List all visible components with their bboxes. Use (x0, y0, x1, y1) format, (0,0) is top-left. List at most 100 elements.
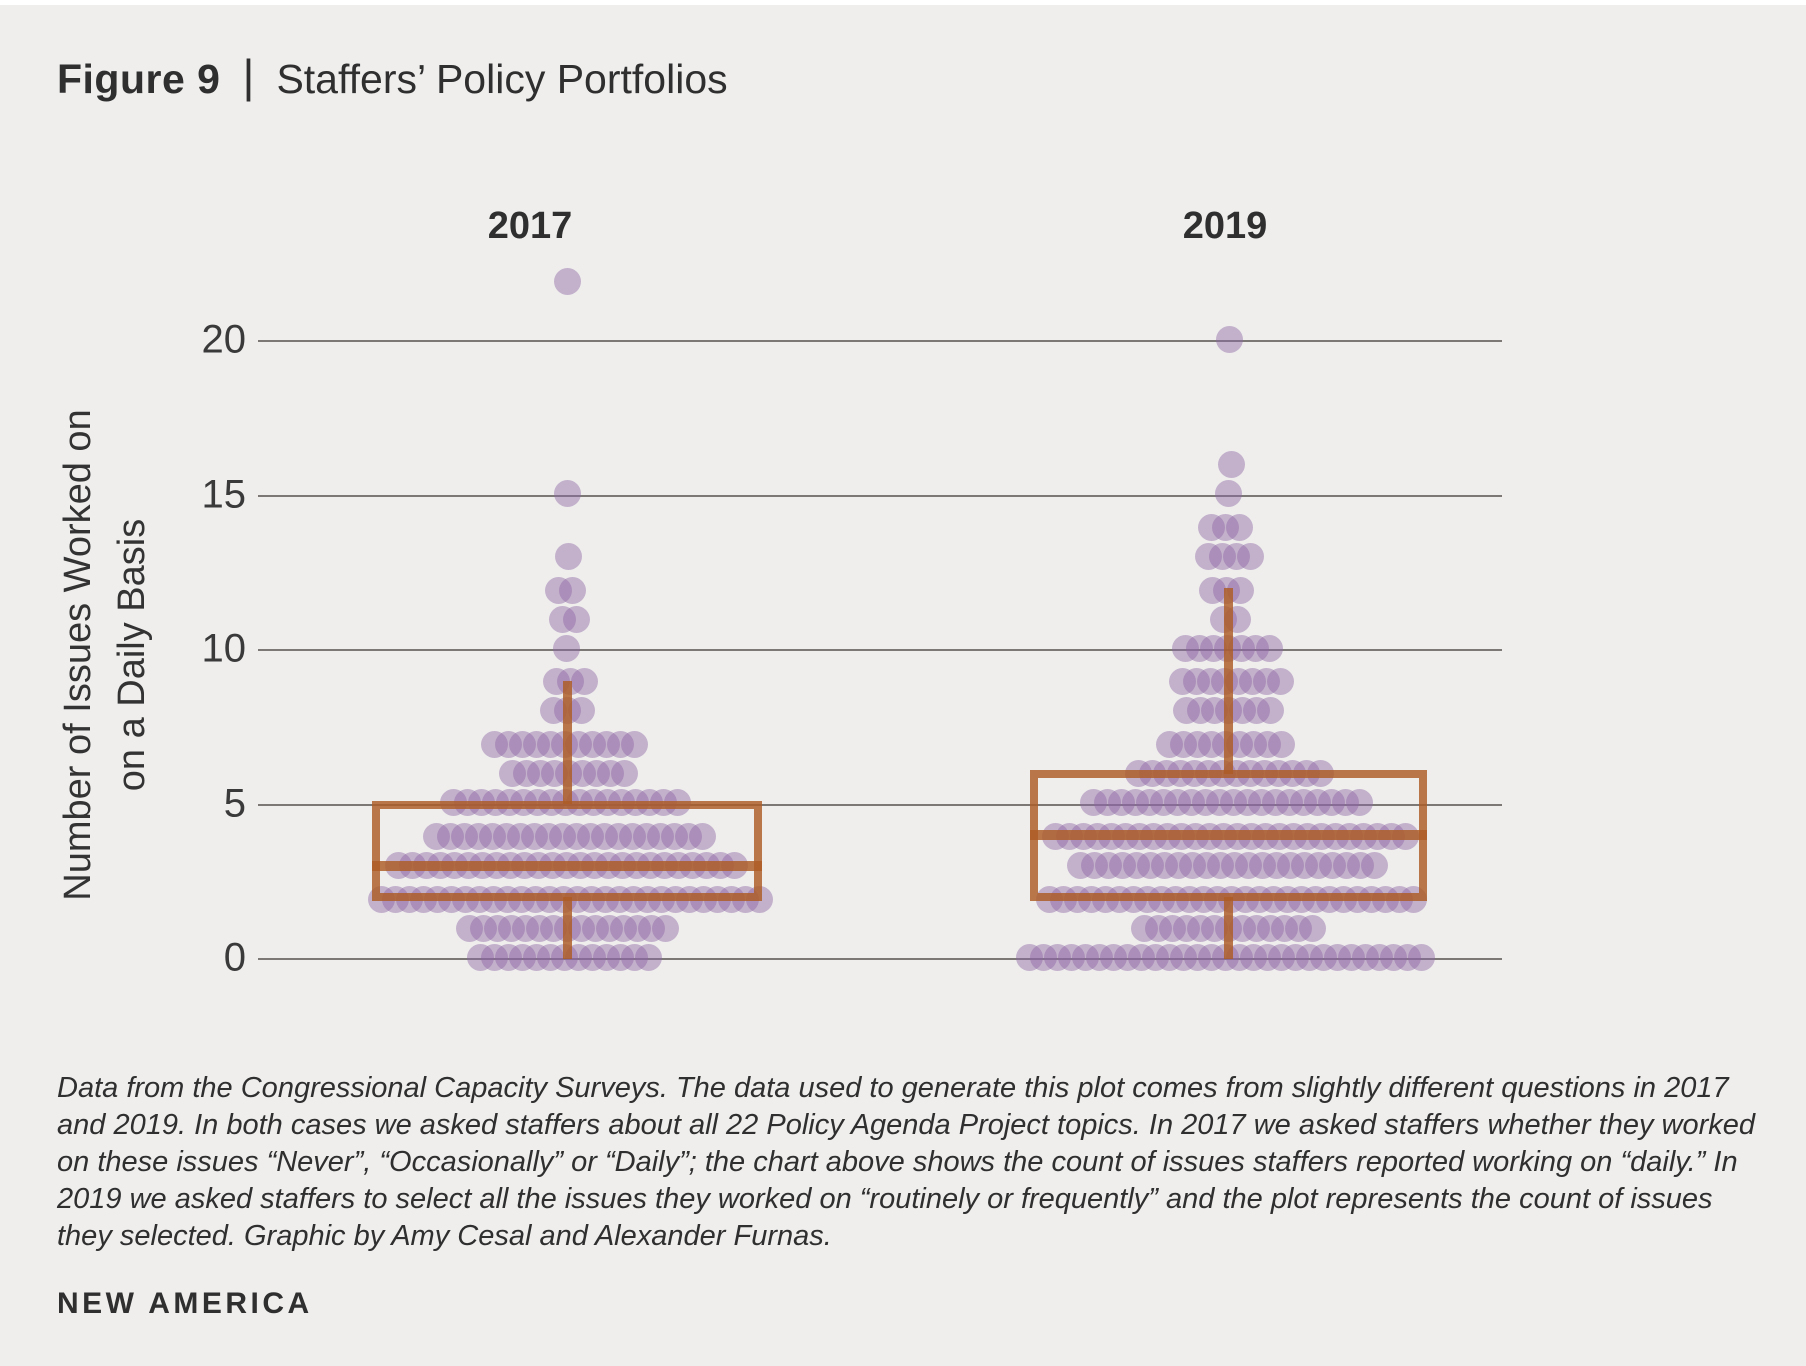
swarm-dot (1247, 789, 1275, 816)
swarm-dot (1266, 668, 1294, 696)
swarm-dot (1214, 480, 1242, 507)
swarm-dot (1351, 943, 1379, 971)
swarm-dot (618, 822, 646, 850)
swarm-dot (1080, 851, 1108, 879)
swarm-dot (1172, 914, 1200, 942)
swarm-dot (1238, 668, 1266, 696)
swarm-dot (1155, 731, 1183, 759)
swarm-dot (1255, 634, 1283, 662)
swarm-dot (1228, 914, 1256, 942)
top-strip (0, 0, 1806, 5)
swarm-dot (1239, 731, 1267, 759)
swarm-dot (620, 731, 648, 759)
swarm-dot (592, 943, 620, 971)
figure-label: Figure 9 (57, 55, 221, 102)
swarm-dot (570, 668, 598, 696)
swarm-dot (1200, 697, 1228, 725)
gridline (258, 958, 1502, 960)
swarm-dot (553, 480, 581, 507)
swarm-dot (1208, 542, 1236, 570)
swarm-dot (1178, 851, 1206, 879)
y-axis-label-line1: Number of Issues Worked on (57, 409, 99, 901)
swarm-dot (1029, 943, 1057, 971)
swarm-dot (595, 914, 623, 942)
swarm-dot (506, 822, 534, 850)
swarm-dot (1242, 914, 1270, 942)
swarm-dot (1304, 851, 1332, 879)
group-label-2019: 2019 (1182, 205, 1268, 247)
swarm-dot (483, 914, 511, 942)
swarm-dot (1220, 851, 1248, 879)
swarm-dot (592, 731, 620, 759)
swarm-dot (1323, 943, 1351, 971)
group-label-2017: 2017 (487, 205, 573, 247)
swarm-dot (498, 760, 526, 788)
swarm-dot (1194, 542, 1222, 570)
swarm-dot (581, 914, 609, 942)
swarm-dot (1332, 851, 1360, 879)
swarm-dot (1252, 668, 1280, 696)
swarm-dot (422, 822, 450, 850)
swarm-dot (1225, 513, 1253, 541)
whisker-upper-2019 (1223, 588, 1233, 774)
swarm-dot (536, 731, 564, 759)
swarm-dot (1219, 789, 1247, 816)
swarm-dot (1318, 851, 1346, 879)
swarm-dot (480, 943, 508, 971)
swarm-dot (1149, 789, 1177, 816)
swarm-dot (526, 760, 554, 788)
swarm-dot (508, 943, 536, 971)
swarm-dot (604, 822, 632, 850)
swarm-dot (1281, 943, 1309, 971)
swarm-dot (1290, 851, 1318, 879)
swarm-dot (466, 943, 494, 971)
new-america-logo: NEW AMERICA (57, 1287, 313, 1320)
swarm-dot (544, 576, 572, 604)
swarm-dot (548, 822, 576, 850)
swarm-dot (478, 822, 506, 850)
swarm-dot (576, 822, 604, 850)
swarm-dot (1222, 542, 1250, 570)
swarm-dot (1197, 513, 1225, 541)
swarm-dot (1155, 943, 1183, 971)
swarm-dot (469, 914, 497, 942)
swarm-dot (651, 914, 679, 942)
y-tick-label: 5 (223, 781, 246, 826)
swarm-dot (596, 760, 624, 788)
swarm-dot (512, 760, 540, 788)
swarm-dot (494, 731, 522, 759)
swarm-dot (1303, 789, 1331, 816)
swarm-dot (1217, 451, 1245, 479)
swarm-dot (1183, 731, 1211, 759)
swarm-dot (525, 914, 553, 942)
swarm-dot (1130, 914, 1158, 942)
swarm-dot (620, 943, 648, 971)
swarm-dot (1215, 325, 1243, 353)
swarm-dot (1253, 943, 1281, 971)
median-2019 (1030, 830, 1427, 841)
swarm-dot (567, 914, 595, 942)
gridline (258, 803, 1502, 806)
swarm-dot (1136, 851, 1164, 879)
swarm-dot (1186, 697, 1214, 725)
swarm-dot (578, 731, 606, 759)
swarm-dot (552, 634, 580, 662)
swarm-dot (534, 822, 562, 850)
swarm-dot (1346, 851, 1374, 879)
swarm-dot (1242, 697, 1270, 725)
page-title: Staffers’ Policy Portfolios (276, 55, 728, 102)
swarm-dot (1234, 851, 1262, 879)
swarm-dot (578, 943, 606, 971)
whisker-upper-2017 (562, 680, 572, 805)
swarm-dot (1407, 943, 1435, 971)
swarm-dot (1107, 789, 1135, 816)
swarm-dot (1066, 851, 1094, 879)
gridline (258, 340, 1502, 342)
y-axis-label-line2: on a Daily Basis (111, 518, 153, 792)
swarm-dot (567, 697, 595, 725)
swarm-dot (634, 943, 662, 971)
swarm-dot (492, 822, 520, 850)
swarm-dot (1241, 634, 1269, 662)
swarm-dot (1317, 789, 1345, 816)
